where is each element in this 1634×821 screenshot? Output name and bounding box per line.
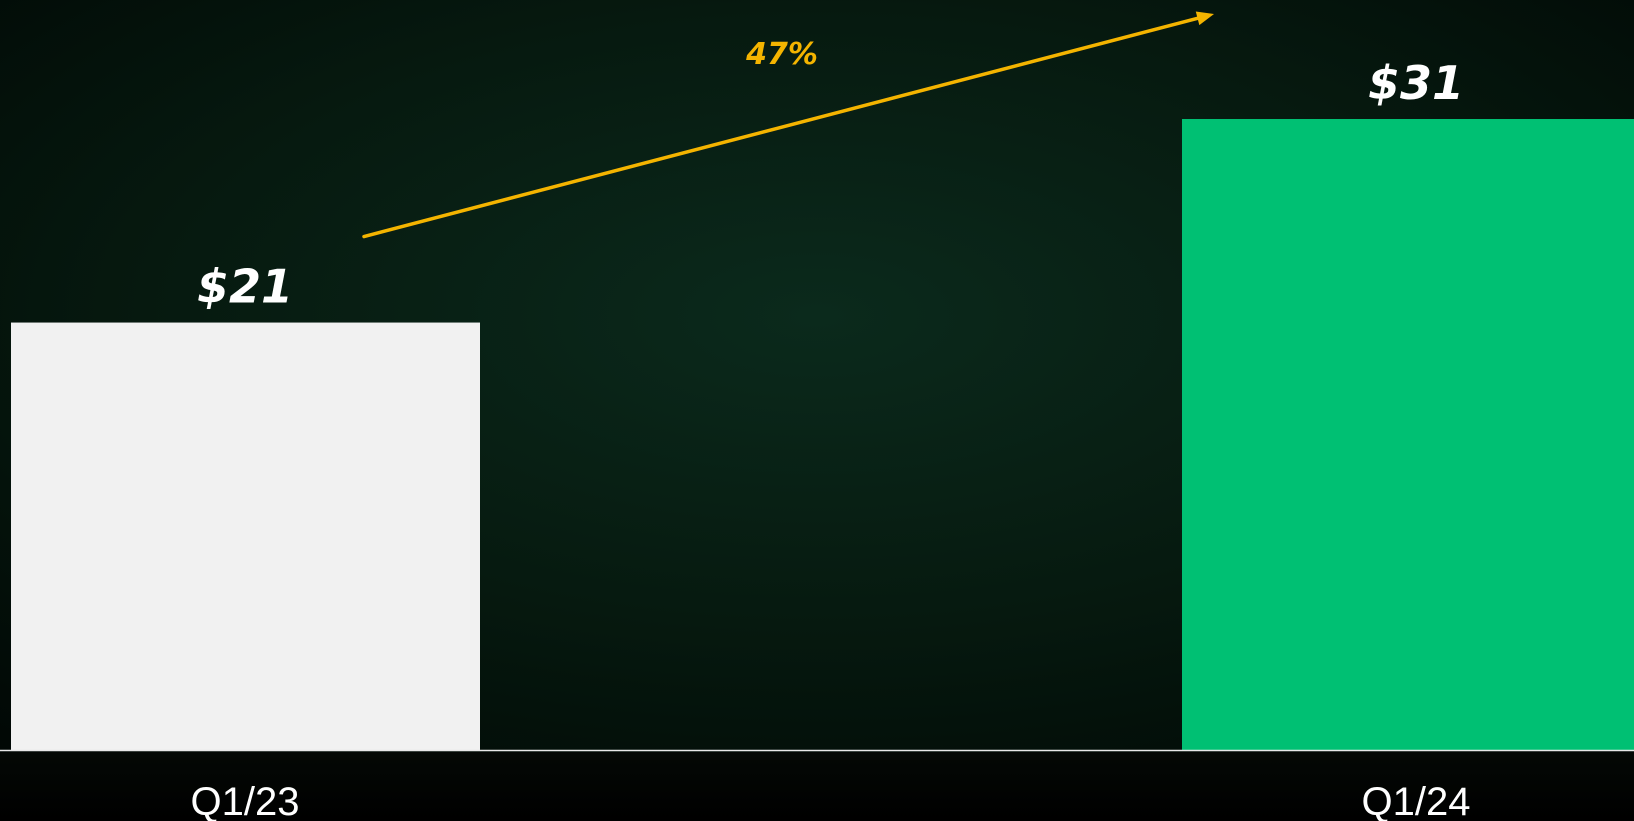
growth-percentage-label: 47% xyxy=(745,37,818,72)
data-label-q1-23: $21 xyxy=(197,260,293,314)
growth-arrow-line xyxy=(362,16,1200,239)
bar-q1-24 xyxy=(1182,119,1634,750)
growth-arrow-head xyxy=(1195,11,1214,26)
category-label-q1-24: Q1/24 xyxy=(1362,780,1471,821)
data-label-q1-24: $31 xyxy=(1368,56,1464,110)
category-label-q1-23: Q1/23 xyxy=(191,780,300,821)
category-strip xyxy=(0,752,1634,821)
bar-q1-23 xyxy=(11,322,480,750)
